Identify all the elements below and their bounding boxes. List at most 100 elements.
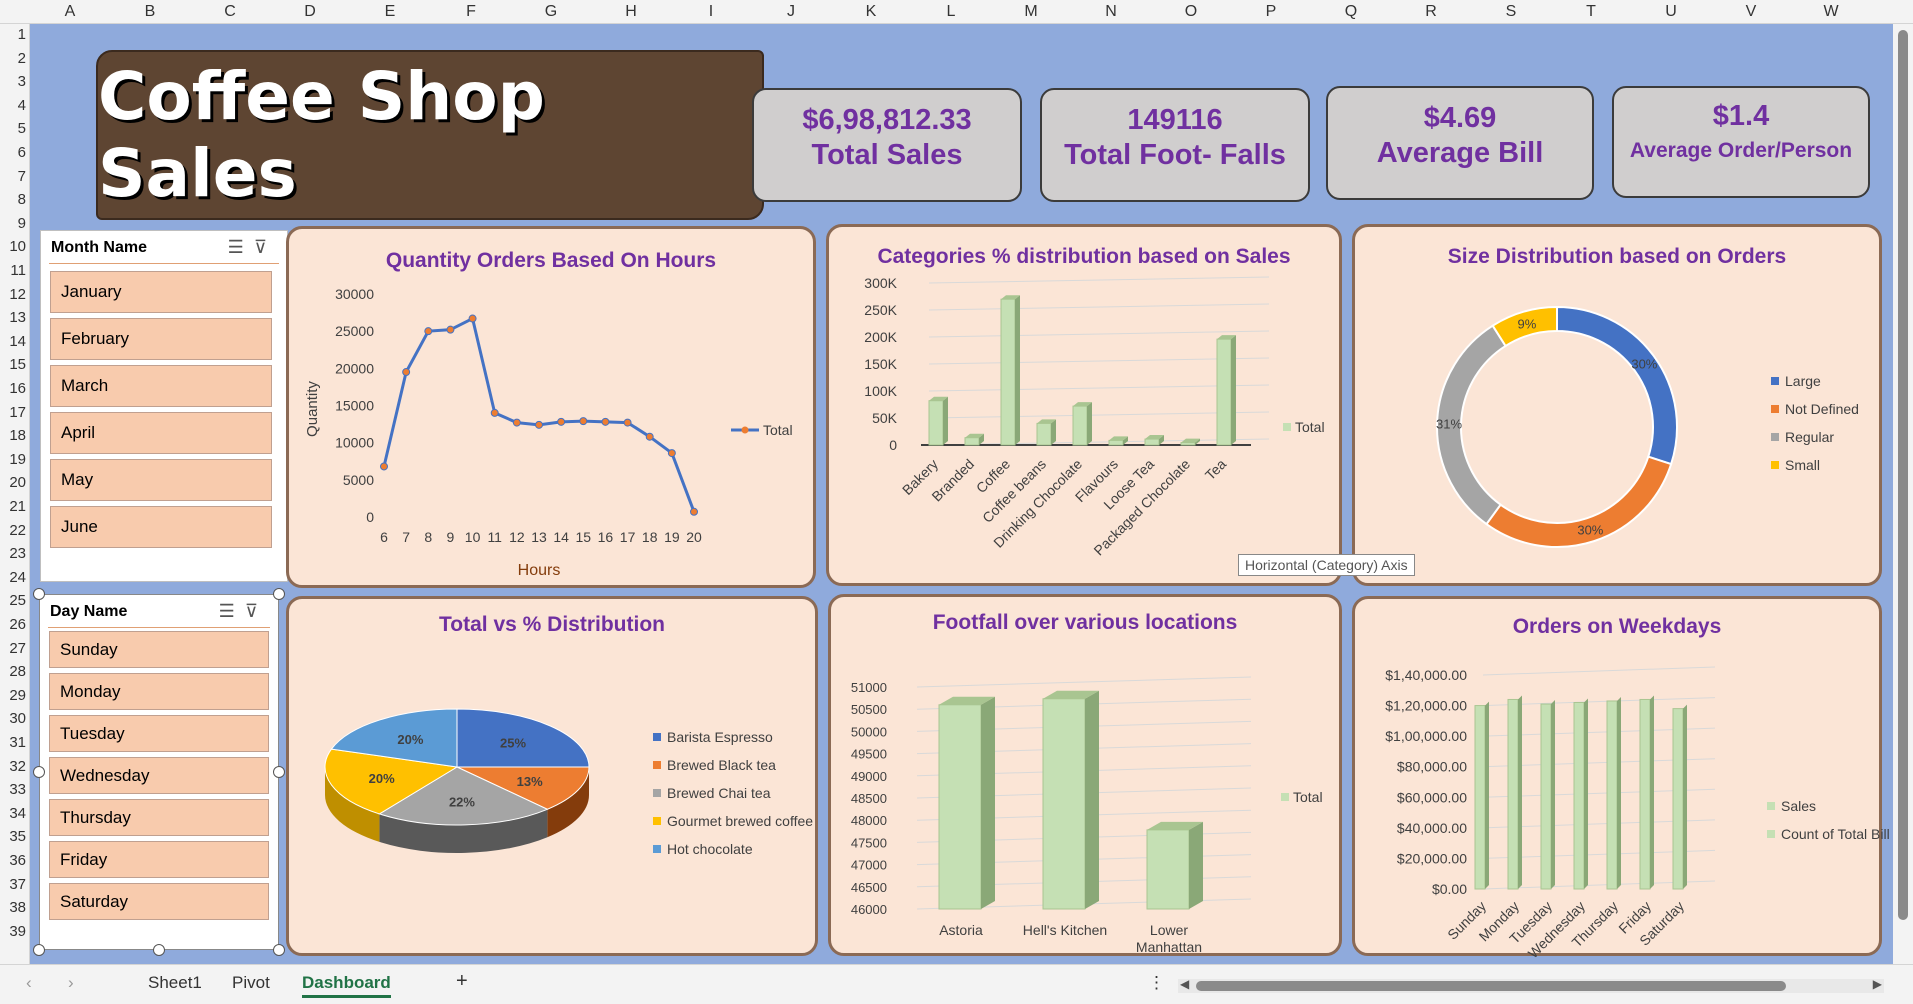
row-label[interactable]: 10 (9, 238, 26, 256)
slicer-controls[interactable]: ☰⊽ (219, 601, 268, 622)
column-label[interactable]: U (1665, 3, 1677, 20)
more-options-icon[interactable]: ⋮ (1148, 973, 1165, 992)
chart-panel-categories[interactable]: Categories % distribution based on Sales… (826, 224, 1342, 586)
scroll-thumb[interactable] (1196, 981, 1786, 991)
row-label[interactable]: 29 (9, 686, 26, 704)
row-label[interactable]: 6 (17, 144, 26, 161)
column-label[interactable]: H (625, 3, 637, 20)
vertical-scrollbar[interactable] (1893, 24, 1913, 964)
row-label[interactable]: 21 (9, 498, 26, 515)
row-label[interactable]: 1 (17, 26, 26, 43)
row-label[interactable]: 33 (9, 781, 26, 799)
row-label[interactable]: 32 (9, 757, 26, 775)
day-slicer[interactable]: Day Name ☰⊽ Sunday Monday Tuesday Wednes… (39, 594, 279, 950)
multi-select-icon[interactable]: ☰ (227, 237, 254, 257)
chart-panel-footfall[interactable]: Footfall over various locations 46000 465… (828, 594, 1342, 956)
slicer-item-april[interactable]: April (50, 412, 272, 454)
column-label[interactable]: I (708, 3, 714, 20)
row-label[interactable]: 20 (9, 474, 26, 492)
column-label[interactable]: W (1823, 3, 1839, 20)
column-label[interactable]: M (1024, 3, 1038, 20)
column-label[interactable]: N (1105, 3, 1117, 20)
row-label[interactable]: 38 (9, 899, 26, 917)
row-label[interactable]: 15 (9, 356, 26, 374)
column-label[interactable]: O (1184, 3, 1198, 20)
slicer-item-march[interactable]: March (50, 365, 272, 407)
resize-handle[interactable] (273, 766, 285, 778)
resize-handle[interactable] (33, 944, 45, 956)
row-label[interactable]: 18 (9, 427, 26, 445)
chart-panel-size[interactable]: Size Distribution based on Orders 30% 30%… (1352, 224, 1882, 586)
column-label[interactable]: E (384, 3, 396, 20)
row-label[interactable]: 27 (9, 639, 26, 657)
row-label[interactable]: 16 (9, 380, 26, 397)
row-label[interactable]: 22 (9, 521, 26, 539)
column-label[interactable]: R (1425, 3, 1437, 20)
column-label[interactable]: T (1586, 3, 1596, 20)
column-label[interactable]: P (1265, 3, 1277, 20)
row-label[interactable]: 8 (17, 191, 26, 209)
row-label[interactable]: 34 (9, 804, 26, 822)
tab-pivot[interactable]: Pivot (232, 973, 270, 992)
resize-handle[interactable] (33, 766, 45, 778)
slicer-item-tuesday[interactable]: Tuesday (49, 715, 269, 752)
prev-sheet-icon[interactable]: ‹ (26, 973, 32, 992)
scroll-right-icon[interactable]: ▶ (1872, 977, 1882, 991)
column-label[interactable]: B (144, 3, 156, 20)
scroll-thumb[interactable] (1898, 30, 1908, 920)
column-label[interactable]: Q (1344, 3, 1358, 20)
row-label[interactable]: 5 (17, 120, 26, 138)
slicer-item-january[interactable]: January (50, 271, 272, 313)
row-label[interactable]: 30 (9, 710, 26, 728)
chart-panel-distribution[interactable]: Total vs % Distribution 25% 13% 22% 20% 20% B… (286, 596, 818, 956)
column-label[interactable]: C (224, 3, 236, 20)
resize-handle[interactable] (33, 588, 45, 600)
add-sheet-button[interactable]: + (456, 970, 468, 992)
month-slicer[interactable]: Month Name ☰⊽ January February March Apr… (40, 230, 288, 582)
tab-sheet1[interactable]: Sheet1 (148, 973, 202, 992)
clear-filter-icon[interactable]: ⊽ (253, 237, 277, 257)
column-label[interactable]: F (466, 3, 476, 20)
row-label[interactable]: 4 (17, 96, 26, 114)
row-label[interactable]: 37 (9, 875, 26, 893)
resize-handle[interactable] (273, 944, 285, 956)
column-label[interactable]: J (787, 3, 795, 20)
column-label[interactable]: D (304, 3, 316, 20)
row-label[interactable]: 19 (9, 450, 26, 468)
tab-dashboard[interactable]: Dashboard (302, 973, 391, 998)
row-label[interactable]: 26 (9, 616, 26, 633)
resize-handle[interactable] (273, 588, 285, 600)
slicer-item-wednesday[interactable]: Wednesday (49, 757, 269, 794)
slicer-item-saturday[interactable]: Saturday (49, 883, 269, 920)
next-sheet-icon[interactable]: › (68, 973, 74, 992)
row-label[interactable]: 39 (9, 922, 26, 940)
column-label[interactable]: A (64, 3, 76, 20)
row-label[interactable]: 36 (9, 852, 26, 869)
column-label[interactable]: G (544, 3, 558, 20)
row-label[interactable]: 17 (9, 403, 26, 421)
chart-panel-weekdays[interactable]: Orders on Weekdays $0.00 $20,000.00 $40,00… (1352, 596, 1890, 961)
horizontal-scrollbar[interactable]: ◀ ▶ (1178, 977, 1884, 993)
column-label[interactable]: K (865, 3, 877, 20)
row-label[interactable]: 3 (17, 73, 26, 91)
resize-handle[interactable] (153, 944, 165, 956)
column-label[interactable]: V (1745, 3, 1757, 20)
row-label[interactable]: 24 (9, 568, 26, 586)
column-label[interactable]: S (1505, 3, 1517, 20)
row-label[interactable]: 23 (9, 545, 26, 563)
slicer-item-may[interactable]: May (50, 459, 272, 501)
row-label[interactable]: 28 (9, 663, 26, 681)
slicer-item-sunday[interactable]: Sunday (49, 631, 269, 668)
row-label[interactable]: 7 (17, 167, 26, 185)
slicer-controls[interactable]: ☰⊽ (228, 237, 277, 258)
row-label[interactable]: 11 (10, 262, 26, 279)
slicer-item-february[interactable]: February (50, 318, 272, 360)
scroll-left-icon[interactable]: ◀ (1180, 977, 1190, 991)
chart-panel-hours[interactable]: Quantity Orders Based On Hours 0 5000 1000… (286, 226, 816, 588)
slicer-item-thursday[interactable]: Thursday (49, 799, 269, 836)
row-label[interactable]: 2 (17, 49, 26, 67)
clear-filter-icon[interactable]: ⊽ (244, 601, 268, 621)
row-label[interactable]: 25 (9, 592, 26, 610)
row-label[interactable]: 35 (9, 828, 26, 846)
row-label[interactable]: 14 (9, 332, 26, 350)
